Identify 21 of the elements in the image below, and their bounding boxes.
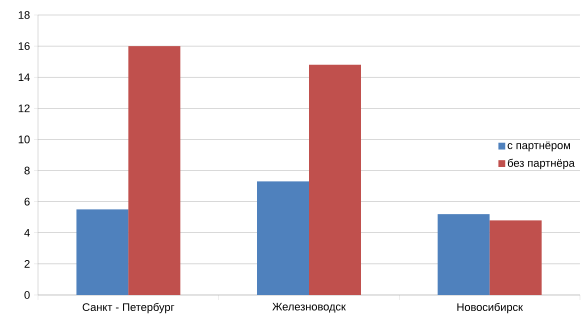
- y-tick-label: 6: [24, 198, 30, 206]
- legend-label: без партнёра: [508, 158, 575, 170]
- y-tick-label: 10: [18, 136, 30, 144]
- y-tick-label: 8: [24, 166, 30, 174]
- bar: [438, 214, 490, 295]
- bar: [309, 64, 361, 295]
- y-tick-label: 4: [24, 228, 30, 237]
- y-tick-label: 2: [24, 260, 30, 268]
- x-tick-label: Железноводск: [272, 302, 346, 313]
- legend-label: с партнёром: [508, 142, 570, 152]
- x-tick-label: Новосибирск: [457, 302, 523, 314]
- y-tick-label: 14: [18, 73, 30, 81]
- y-tick-label: 16: [18, 42, 30, 50]
- y-tick-label: 18: [18, 11, 30, 19]
- bar: [257, 181, 310, 295]
- x-tick-label: Санкт - Петербург: [82, 302, 174, 314]
- y-tick-label: 0: [24, 291, 30, 299]
- bar: [128, 46, 180, 295]
- y-tick-label: 12: [18, 104, 30, 112]
- bar: [490, 220, 542, 295]
- bar: [76, 209, 128, 295]
